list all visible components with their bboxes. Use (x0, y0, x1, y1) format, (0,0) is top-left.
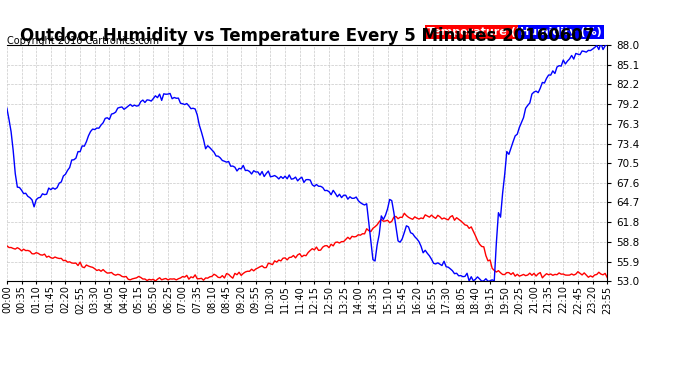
Title: Outdoor Humidity vs Temperature Every 5 Minutes 20160607: Outdoor Humidity vs Temperature Every 5 … (20, 27, 594, 45)
Text: Humidity (%): Humidity (%) (520, 27, 602, 37)
Text: Copyright 2016 Cartronics.com: Copyright 2016 Cartronics.com (7, 36, 159, 45)
Text: Temperature (°F): Temperature (°F) (427, 27, 534, 37)
